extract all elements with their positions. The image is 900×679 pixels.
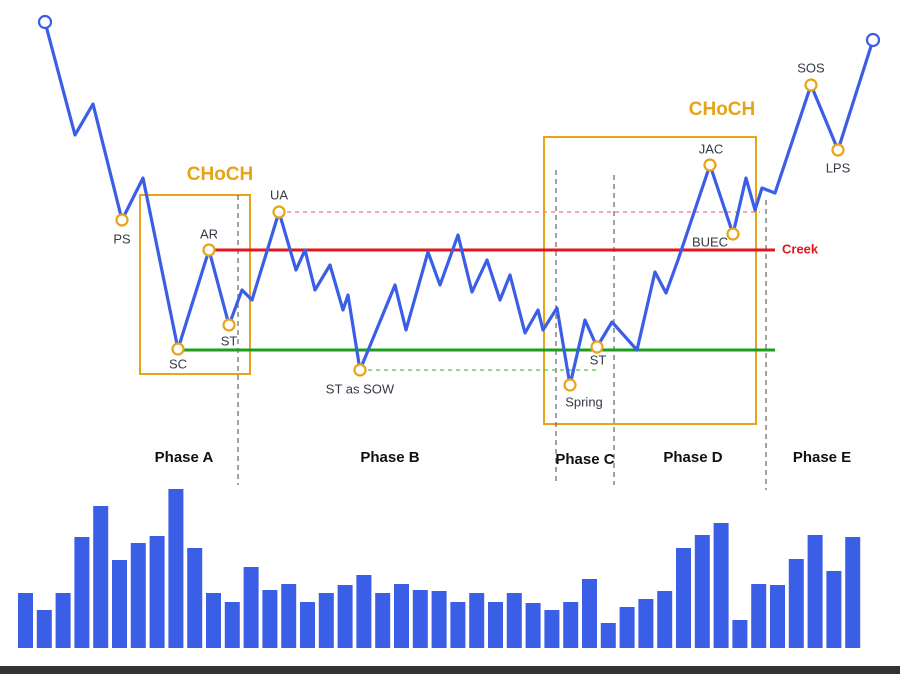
phase-a-box [139,194,251,375]
volume-bar [281,584,297,648]
choch-label: CHoCH [689,99,756,120]
volume-bar [563,602,579,648]
point-label: SOS [797,60,825,75]
volume-bar [337,585,353,648]
volume-bar [168,489,184,648]
phase-label: Phase E [793,449,851,466]
event-point [171,342,185,356]
volume-bar [582,579,597,648]
volume-bar [770,585,785,648]
volume-bar [431,591,447,648]
phase-label: Phase D [663,449,722,466]
volume-bar [488,602,503,648]
volume-bar [506,593,522,648]
event-point [222,318,236,332]
point-label: BUEC [692,234,728,249]
event-point [590,340,604,354]
volume-bar [657,591,673,648]
choch-label: CHoCH [187,164,254,185]
event-point [202,243,216,257]
event-point [115,213,129,227]
end-point [865,32,881,48]
event-point [353,363,367,377]
point-label: Spring [565,394,603,409]
volume-bar [694,535,710,648]
volume-bar [375,593,391,648]
volume-bar [826,571,842,648]
volume-bar [93,506,109,648]
point-label: SC [169,356,187,371]
volume-bar [525,603,541,648]
volume-bar [600,623,616,648]
bottom-bar [0,666,900,674]
phase-cd-box [543,136,757,425]
volume-bar [788,559,804,648]
point-label: ST [221,333,238,348]
point-label: PS [113,231,131,246]
event-point [831,143,845,157]
volume-bar [318,593,334,648]
volume-bar [394,584,409,648]
volume-bar [732,620,748,648]
volume-bar [74,537,90,648]
event-point [272,205,286,219]
point-label: ST as SOW [326,381,395,396]
point-label: AR [200,226,218,241]
volume-bar [36,610,52,648]
volume-bar [807,535,823,648]
event-point [726,227,740,241]
point-label: UA [270,187,288,202]
volume-bar [544,610,560,648]
event-point [563,378,577,392]
point-label: LPS [826,160,851,175]
volume-bar [224,602,240,648]
volume-bar [450,602,466,648]
point-label: JAC [699,141,724,156]
event-point [703,158,717,172]
volume-bar [243,567,259,648]
phase-label: Phase A [155,449,214,466]
volume-bar [619,607,635,648]
volume-bar [676,548,691,648]
volume-bar [112,560,127,648]
volume-bar [751,584,767,648]
point-label: ST [590,352,607,367]
event-point [804,78,818,92]
volume-bar [55,593,71,648]
volume-bar [206,593,221,648]
volume-bar [356,575,372,648]
volume-bar [412,590,428,648]
volume-bar [187,548,203,648]
volume-bar [149,536,165,648]
volume-bar [713,523,729,648]
creek-label: Creek [782,241,819,256]
volume-bar [469,593,485,648]
volume-bar [845,537,861,648]
volume-bar [638,599,654,648]
start-point [37,14,53,30]
phase-label: Phase C [555,451,614,468]
price-line [43,21,875,387]
volume-bar [130,543,146,648]
volume-bars [18,489,861,648]
phase-label: Phase B [360,449,419,466]
volume-bar [18,593,33,648]
volume-bar [262,590,278,648]
volume-bar [300,602,315,648]
